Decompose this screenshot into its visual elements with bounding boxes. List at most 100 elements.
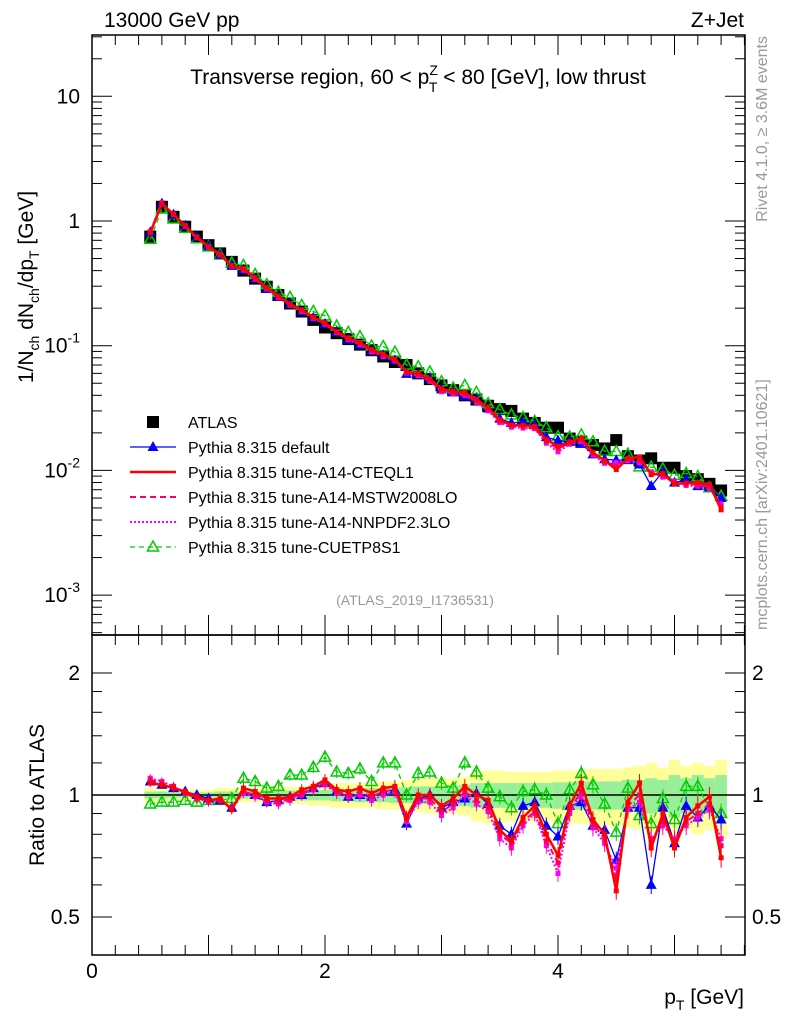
ratio-point-cteql1 <box>567 803 573 809</box>
y-tick-label: 10-3 <box>44 579 80 607</box>
xlabel-sub: T <box>676 997 685 1013</box>
ratio-point-cuetp8s1 <box>691 778 705 792</box>
ratio-point-cuetp8s1 <box>527 782 542 795</box>
ratio-point-cteql1 <box>392 783 398 789</box>
series-point-cteql1 <box>532 423 538 429</box>
energy-label: 13000 GeV pp <box>104 9 239 32</box>
ratio-point-cuetp8s1 <box>469 764 484 777</box>
series-ratio-cteql1 <box>147 774 724 900</box>
series-point-cteql1 <box>462 390 468 396</box>
ratio-point-cteql1 <box>648 845 654 851</box>
ylabel-part: /dp <box>15 259 38 288</box>
series-point-cteql1 <box>299 307 305 313</box>
series-point-cteql1 <box>182 223 188 229</box>
ratio-point-mstw <box>718 843 724 849</box>
series-point-cteql1 <box>672 481 677 487</box>
ratio-point-cuetp8s1 <box>271 778 286 792</box>
series-point-cteql1 <box>660 470 666 476</box>
ratio-point-cteql1 <box>532 803 538 809</box>
series-point-cteql1 <box>695 480 701 486</box>
series-point-cteql1 <box>648 472 654 478</box>
ratio-point-cuetp8s1 <box>644 816 658 829</box>
ratio-y-tick-label-right: 2 <box>752 662 764 685</box>
series-point-cteql1 <box>637 454 643 460</box>
legend-entry-mstw: Pythia 8.315 tune-A14-MSTW2008LO <box>130 490 457 507</box>
y-tick-label: 1 <box>68 210 80 233</box>
ratio-point-cteql1 <box>415 792 421 798</box>
y-tick-base: 10 <box>44 459 67 482</box>
series-point-cteql1 <box>310 314 316 320</box>
series-point-default <box>610 454 622 465</box>
series-point-cteql1 <box>171 212 177 218</box>
series-point-default <box>552 434 564 445</box>
series-point-cteql1 <box>369 347 375 353</box>
ratio-point-default <box>645 878 657 889</box>
y-tick-label: 10-2 <box>44 454 80 482</box>
ratio-point-cuetp8s1 <box>492 789 507 802</box>
analysis-id: (ATLAS_2019_I1736531) <box>336 592 494 608</box>
legend-entry-cuetp8s1: Pythia 8.315 tune-CUETP8S1 <box>130 539 401 557</box>
ratio-point-cteql1 <box>543 831 549 837</box>
legend-label-default: Pythia 8.315 default <box>188 440 330 457</box>
y-tick-label: 10 <box>57 85 80 108</box>
x-tick-label: 0 <box>86 960 98 983</box>
rivet-version-label: Rivet 4.1.0, ≥ 3.6M events <box>754 36 771 222</box>
ratio-point-cuetp8s1 <box>562 782 577 795</box>
ylabel-part: [GeV] <box>15 191 38 251</box>
series-point-mstw <box>578 438 584 444</box>
ratio-point-cteql1 <box>240 785 246 791</box>
series-point-cteql1 <box>334 329 340 335</box>
band-stat-bin <box>645 778 658 814</box>
ratio-point-cuetp8s1 <box>399 787 414 800</box>
ratio-point-cuetp8s1 <box>679 778 693 792</box>
series-point-cteql1 <box>415 370 421 376</box>
ratio-y-tick-label-left: 1 <box>68 784 80 807</box>
ratio-y-tick-label-right: 1 <box>752 784 764 807</box>
series-point-cteql1 <box>602 458 608 464</box>
ratio-point-cteql1 <box>485 797 491 803</box>
ratio-point-cteql1 <box>555 852 561 858</box>
ratio-point-cuetp8s1 <box>586 777 600 790</box>
ratio-point-cteql1 <box>660 811 666 817</box>
ratio-point-cteql1 <box>578 780 584 786</box>
series-point-cteql1 <box>345 335 351 341</box>
series-point-cteql1 <box>229 263 235 269</box>
ratio-point-cuetp8s1 <box>388 755 402 768</box>
ratio-point-nnpdf <box>613 865 619 871</box>
legend-label-cuetp8s1: Pythia 8.315 tune-CUETP8S1 <box>188 540 401 557</box>
series-point-cteql1 <box>322 320 328 326</box>
ratio-point-cteql1 <box>229 807 235 813</box>
ratio-point-cuetp8s1 <box>364 773 379 787</box>
y-tick-base: 10 <box>44 584 67 607</box>
ratio-point-cuetp8s1 <box>259 780 274 793</box>
series-point-cteql1 <box>473 397 479 403</box>
series-point-cteql1 <box>520 423 526 429</box>
process-label: Z+Jet <box>691 9 744 32</box>
ylabel-part: ch <box>26 336 42 351</box>
legend-label-mstw: Pythia 8.315 tune-A14-MSTW2008LO <box>188 490 457 507</box>
atlas-point <box>552 421 564 434</box>
ratio-point-cteql1 <box>450 796 456 802</box>
ratio-point-cteql1 <box>613 888 619 894</box>
series-point-mstw <box>718 503 724 509</box>
ratio-y-tick-label-right: 0.5 <box>752 906 781 929</box>
ratio-point-cteql1 <box>275 796 281 802</box>
ylabel-part: T <box>26 250 42 259</box>
series-point-default <box>680 473 692 484</box>
series-point-cuetp8s1 <box>458 377 472 391</box>
ratio-point-cuetp8s1 <box>294 767 309 780</box>
x-tick-label: 4 <box>552 960 564 983</box>
ratio-point-cteql1 <box>590 817 596 823</box>
ratio-point-default <box>715 813 727 824</box>
ratio-point-mstw <box>613 876 619 882</box>
ylabel-part: 1/N <box>15 350 38 383</box>
y-tick-base: 10 <box>57 85 80 108</box>
series-point-cteql1 <box>275 293 281 299</box>
ratio-y-tick-label-left: 0.5 <box>51 906 80 929</box>
ratio-point-cteql1 <box>439 803 444 809</box>
y-tick-exp: -3 <box>68 579 81 595</box>
ratio-point-cteql1 <box>287 794 293 800</box>
series-point-cteql1 <box>450 388 456 394</box>
ratio-point-cteql1 <box>602 831 608 837</box>
ratio-point-cuetp8s1 <box>458 755 472 768</box>
